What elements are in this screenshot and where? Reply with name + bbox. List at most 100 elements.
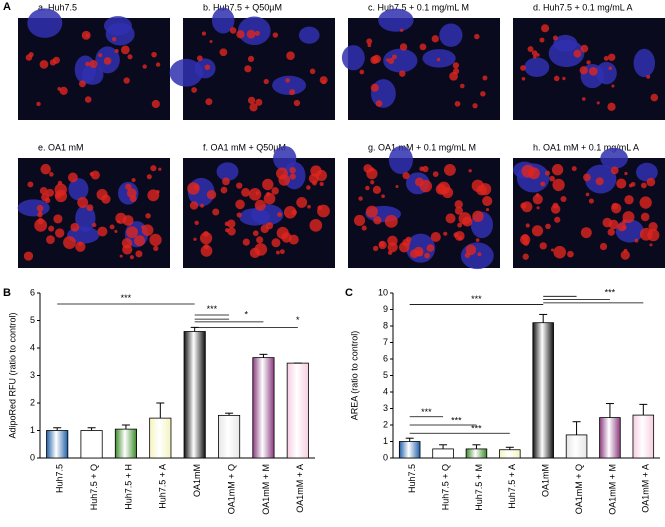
- lipid: [480, 91, 486, 97]
- lipid: [567, 250, 574, 258]
- y-tick-label: 3: [383, 403, 388, 413]
- nucleus: [636, 162, 658, 182]
- nucleus: [68, 178, 89, 201]
- lipid: [436, 57, 441, 62]
- lipid: [38, 210, 42, 215]
- micrograph: [183, 145, 335, 268]
- lipid: [457, 222, 463, 228]
- lipid: [384, 214, 398, 228]
- lipid: [361, 225, 367, 231]
- lipid: [135, 250, 143, 258]
- x-tick-label: Huh7.5 + A: [507, 464, 517, 509]
- lipid: [49, 172, 54, 177]
- lipid: [141, 225, 145, 229]
- bar: [565, 434, 588, 459]
- lipid: [209, 39, 213, 43]
- lipid: [59, 86, 68, 95]
- lipid: [151, 51, 157, 58]
- lipid: [419, 179, 433, 193]
- y-tick-label: 2: [383, 419, 388, 429]
- y-axis-label: AdipoRed RFU (ratio to control): [7, 312, 17, 438]
- lipid: [236, 212, 242, 218]
- lipid: [236, 30, 245, 39]
- lipid: [372, 54, 381, 64]
- lipid: [443, 163, 456, 176]
- lipid: [586, 60, 591, 65]
- lipid: [317, 204, 330, 218]
- x-tick-label: OA1mM + Q: [226, 464, 236, 514]
- lipid: [431, 35, 439, 43]
- bar: [149, 417, 172, 459]
- x-tick-label: Huh7.5 + A: [158, 464, 168, 509]
- lipid: [309, 219, 323, 232]
- lipid: [220, 186, 228, 194]
- lipid: [385, 58, 390, 62]
- lipid: [289, 173, 296, 180]
- lipid: [131, 177, 136, 183]
- bar: [46, 430, 69, 459]
- lipid: [201, 31, 206, 36]
- lipid: [630, 181, 636, 187]
- lipid: [120, 45, 130, 55]
- lipid: [573, 49, 582, 58]
- lipid: [624, 171, 628, 176]
- x-tick-label: Huh7.5 + Q: [89, 464, 99, 510]
- x-tick-label: Huh7.5: [407, 464, 417, 493]
- lipid: [145, 213, 151, 219]
- lipid: [212, 208, 220, 216]
- lipid: [595, 177, 604, 186]
- y-tick-label: 0: [30, 452, 35, 462]
- image-label: d. Huh7.5 + 0.1 mg/mL A: [533, 2, 632, 12]
- lipid: [596, 101, 600, 105]
- lipid: [127, 54, 133, 60]
- lipid: [89, 171, 94, 177]
- lipid: [52, 56, 60, 64]
- lipid: [539, 37, 545, 43]
- lipid: [521, 77, 526, 81]
- lipid: [375, 100, 383, 107]
- lipid: [472, 210, 484, 223]
- lipid: [580, 227, 592, 239]
- y-tick-label: 4: [30, 342, 35, 352]
- lipid: [416, 250, 423, 257]
- lipid: [114, 49, 119, 54]
- lipid: [475, 238, 480, 242]
- nucleus: [74, 55, 96, 84]
- lipid: [54, 189, 68, 203]
- lipid: [283, 206, 297, 219]
- bar: [114, 428, 137, 459]
- lipid: [235, 199, 245, 210]
- lipid: [254, 199, 266, 211]
- lipid: [549, 175, 555, 182]
- lipid: [23, 251, 34, 261]
- lipid: [365, 205, 378, 218]
- lipid: [306, 185, 311, 190]
- lipid: [373, 216, 382, 225]
- nucleus: [27, 8, 63, 38]
- lipid: [255, 191, 260, 195]
- lipid: [296, 196, 308, 208]
- lipid: [426, 244, 435, 252]
- significance-label: ***: [121, 293, 132, 303]
- lipid: [219, 48, 228, 57]
- nucleus: [383, 48, 418, 73]
- lipid: [395, 184, 399, 189]
- lipid: [319, 181, 324, 187]
- lipid: [365, 185, 370, 191]
- lipid: [647, 229, 660, 242]
- lipid: [551, 164, 564, 176]
- y-tick-label: 0: [383, 452, 388, 462]
- nucleus: [216, 162, 239, 181]
- lipid: [27, 181, 34, 188]
- nucleus: [17, 199, 50, 217]
- lipid: [254, 30, 261, 36]
- x-tick-label: OA1mM + A: [641, 464, 651, 513]
- lipid: [611, 202, 619, 210]
- y-tick-label: 5: [30, 315, 35, 325]
- lipid: [523, 239, 530, 246]
- lipid: [640, 182, 647, 189]
- lipid: [25, 54, 33, 61]
- lipid: [89, 59, 98, 68]
- lipid: [248, 188, 262, 201]
